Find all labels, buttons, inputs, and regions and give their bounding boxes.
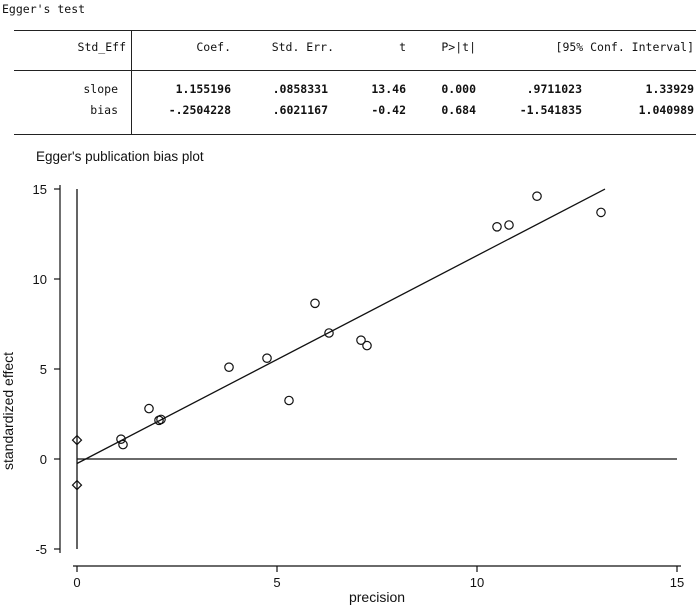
x-tick-label: 10	[470, 575, 484, 590]
test-title: Egger's test	[2, 2, 86, 16]
data-point-circle	[284, 395, 294, 406]
x-tick-label: 0	[73, 575, 80, 590]
data-point-circle	[144, 403, 154, 414]
data-point-circle	[156, 414, 166, 425]
data-point-circle	[532, 191, 542, 201]
header-coef: Coef.	[196, 40, 231, 54]
y-tick-label: 15	[33, 182, 47, 197]
data-point-diamond	[71, 479, 83, 491]
y-tick-label: 10	[33, 272, 47, 287]
cell-ci-high: 1.040989	[638, 103, 694, 117]
chart-title: Egger's publication bias plot	[36, 149, 204, 164]
row-label: bias	[90, 103, 118, 117]
data-point-circle	[356, 335, 366, 345]
cell-t: 13.46	[371, 82, 406, 96]
y-tick-label: 0	[40, 452, 47, 467]
data-points	[71, 191, 606, 491]
table-top-rule	[14, 30, 696, 31]
cell-ci-high: 1.33929	[645, 82, 694, 96]
data-point-circle	[224, 362, 234, 372]
header-t: t	[399, 40, 406, 54]
cell-std-err: .6021167	[272, 103, 328, 117]
cell-ci-low: .9711023	[526, 82, 582, 96]
table-bottom-rule	[14, 134, 696, 135]
data-point-circle	[324, 328, 334, 338]
regression-fit	[76, 188, 606, 465]
y-tick-label: -5	[35, 542, 47, 557]
cell-coef: -.2504228	[168, 103, 231, 117]
reference-lines	[76, 189, 677, 549]
header-p: P>|t|	[441, 40, 476, 54]
data-point-circle	[116, 434, 126, 444]
data-point-circle	[504, 220, 514, 230]
fit-line	[76, 188, 606, 465]
header-std-eff: Std_Eff	[77, 40, 126, 54]
data-point-circle	[262, 353, 272, 363]
row-label: slope	[83, 82, 118, 96]
data-point-circle	[596, 207, 606, 218]
cell-p: 0.000	[441, 82, 476, 96]
x-axis-label: precision	[349, 589, 405, 605]
cell-p: 0.684	[441, 103, 476, 117]
y-axis-label: standardized effect	[0, 352, 16, 470]
table-column-divider	[131, 30, 132, 134]
cell-ci-low: -1.541835	[519, 103, 582, 117]
data-point-circle	[118, 439, 128, 450]
header-conf-interval: [95% Conf. Interval]	[555, 40, 694, 54]
data-point-diamond	[71, 434, 83, 446]
cell-coef: 1.155196	[175, 82, 231, 96]
y-tick-label: 5	[40, 362, 47, 377]
plot-axes: -5 0 5 10 15 0 5 10 15	[33, 182, 685, 590]
cell-std-err: .0858331	[272, 82, 328, 96]
data-point-circle	[310, 298, 320, 309]
header-std-err: Std. Err.	[271, 40, 334, 54]
x-tick-label: 5	[273, 575, 280, 590]
egger-bias-plot: Egger's publication bias plot -5 0 5 10 15 0 5…	[0, 149, 685, 605]
table-header-rule	[14, 70, 696, 71]
data-point-circle	[492, 222, 502, 232]
cell-t: -0.42	[371, 103, 406, 117]
egger-test-table: Std_Eff Coef. Std. Err. t P>|t| [95% Con…	[14, 30, 696, 135]
data-point-circle	[362, 340, 372, 351]
x-tick-label: 15	[670, 575, 684, 590]
